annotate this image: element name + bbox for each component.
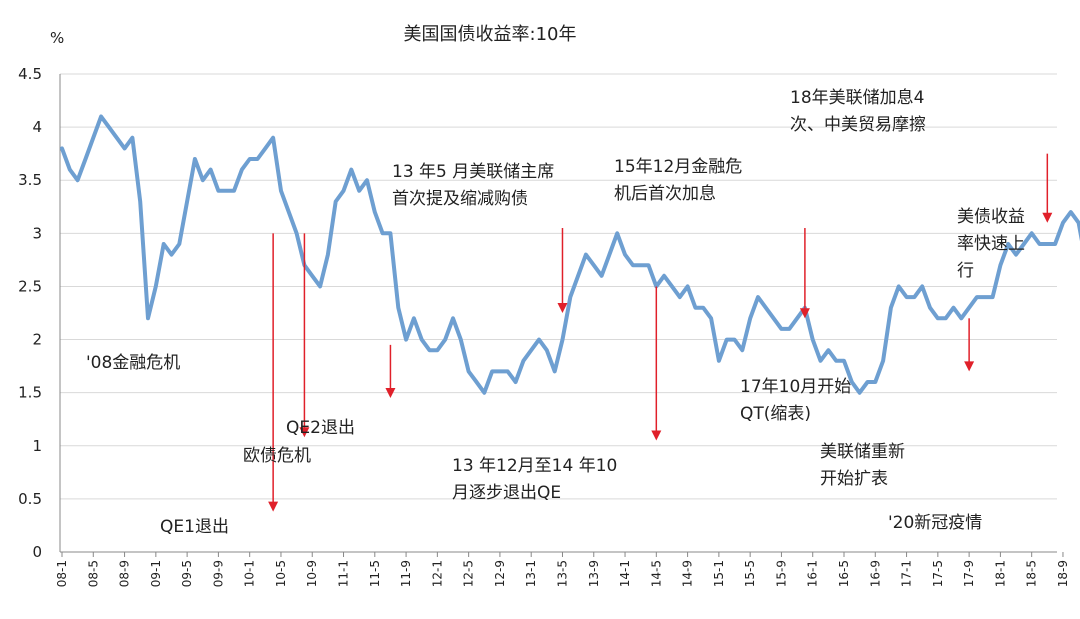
annotation-label: 行 — [957, 261, 974, 281]
x-tick-label: 18-9 — [1056, 560, 1070, 587]
annotation-arrows — [268, 153, 1053, 512]
annotation-label: 欧债危机 — [243, 446, 311, 466]
annotation-arrow-head — [651, 430, 662, 441]
annotation-label: 月逐步退出QE — [452, 483, 561, 503]
annotation-label: 开始扩表 — [820, 469, 888, 489]
y-axis-unit: % — [50, 29, 64, 47]
annotation-label: 15年12月金融危 — [614, 157, 742, 177]
annotation-label: 18年美联储加息4 — [790, 88, 924, 108]
annotation-label: QT(缩表) — [740, 404, 811, 424]
annotation-arrow-head — [1042, 212, 1053, 223]
x-tick-label: 17-1 — [900, 560, 914, 587]
x-tick-label: 12-5 — [462, 560, 476, 587]
x-tick-labels: 08-1 08-5 08-9 09-1 09-5 09-9 10-1 10-5 10-9 11-1… — [55, 552, 1070, 587]
annotation-label: 首次提及缩减购债 — [392, 189, 528, 209]
y-tick-label: 0.5 — [18, 490, 42, 508]
x-tick-label: 17-9 — [962, 560, 976, 587]
series-line-0 — [60, 114, 1080, 395]
x-tick-label: 08-1 — [55, 560, 69, 587]
x-tick-label: 17-5 — [931, 560, 945, 587]
y-tick-labels: 0 0.5 1 1.5 2 2.5 3 3.5 4 4.5 — [18, 65, 42, 561]
y-tick-label: 1 — [32, 437, 42, 455]
x-tick-label: 13-9 — [587, 560, 601, 587]
annotation-label: 机后首次加息 — [614, 184, 716, 204]
series — [60, 114, 1080, 395]
x-tick-label: 11-5 — [368, 560, 382, 587]
chart-title: 美国国债收益率:10年 — [404, 24, 577, 45]
annotation-arrow-head — [964, 361, 975, 372]
annotation-arrow-head — [799, 308, 810, 319]
annotation-label: 13 年12月至14 年10 — [452, 456, 617, 476]
x-tick-label: 10-1 — [243, 560, 257, 587]
x-tick-label: 14-9 — [681, 560, 695, 587]
annotation-label: 率快速上 — [957, 234, 1025, 254]
annotation-label: QE1退出 — [160, 517, 229, 537]
x-tick-label: 15-9 — [774, 560, 788, 587]
x-tick-label: 14-1 — [618, 560, 632, 587]
axes — [59, 74, 1057, 553]
x-tick-label: 18-1 — [993, 560, 1007, 587]
annotation-label: 17年10月开始 — [740, 377, 851, 397]
annotation-label: 美债收益 — [957, 207, 1025, 227]
x-tick-label: 11-9 — [399, 560, 413, 587]
x-tick-label: 12-9 — [493, 560, 507, 587]
x-tick-label: 14-5 — [649, 560, 663, 587]
annotation-arrow-head — [385, 387, 396, 398]
y-tick-label: 0 — [32, 543, 42, 561]
x-tick-label: 10-9 — [305, 560, 319, 587]
annotation-label: 13 年5 月美联储主席 — [392, 162, 554, 182]
x-tick-label: 18-5 — [1025, 560, 1039, 587]
annotation-label: 美联储重新 — [820, 442, 905, 462]
y-tick-label: 4.5 — [18, 65, 42, 83]
y-tick-label: 4 — [32, 118, 42, 136]
x-tick-label: 13-1 — [524, 560, 538, 587]
x-tick-label: 09-5 — [180, 560, 194, 587]
annotation-label: 次、中美贸易摩擦 — [790, 115, 926, 135]
y-tick-label: 3.5 — [18, 171, 42, 189]
x-tick-label: 09-9 — [211, 560, 225, 587]
annotation-label: '20新冠疫情 — [888, 513, 982, 533]
x-tick-label: 09-1 — [149, 560, 163, 587]
x-tick-label: 12-1 — [430, 560, 444, 587]
x-tick-label: 15-1 — [712, 560, 726, 587]
y-tick-label: 2 — [32, 331, 42, 349]
annotation-label: QE2退出 — [286, 418, 355, 438]
annotation-arrow-head — [557, 303, 568, 313]
x-tick-label: 13-5 — [555, 560, 569, 587]
x-tick-label: 15-5 — [743, 560, 757, 587]
y-tick-label: 2.5 — [18, 277, 42, 295]
x-tick-label: 16-9 — [868, 560, 882, 587]
x-tick-label: 16-1 — [806, 560, 820, 587]
x-tick-label: 16-5 — [837, 560, 851, 587]
annotation-arrow-head — [268, 501, 279, 512]
annotations: '08金融危机 QE1退出 欧债危机 QE2退出 13 年5 月美联储主席首次提及缩减购… — [86, 88, 1025, 537]
x-tick-label: 08-5 — [86, 560, 100, 587]
annotation-label: '08金融危机 — [86, 353, 180, 373]
gridlines — [60, 73, 1057, 500]
y-tick-label: 3 — [32, 224, 42, 242]
y-tick-label: 1.5 — [18, 384, 42, 402]
annotation-arrow-head — [299, 427, 310, 438]
x-tick-label: 10-5 — [274, 560, 288, 587]
x-tick-label: 11-1 — [337, 560, 351, 587]
x-tick-label: 08-9 — [118, 560, 132, 587]
